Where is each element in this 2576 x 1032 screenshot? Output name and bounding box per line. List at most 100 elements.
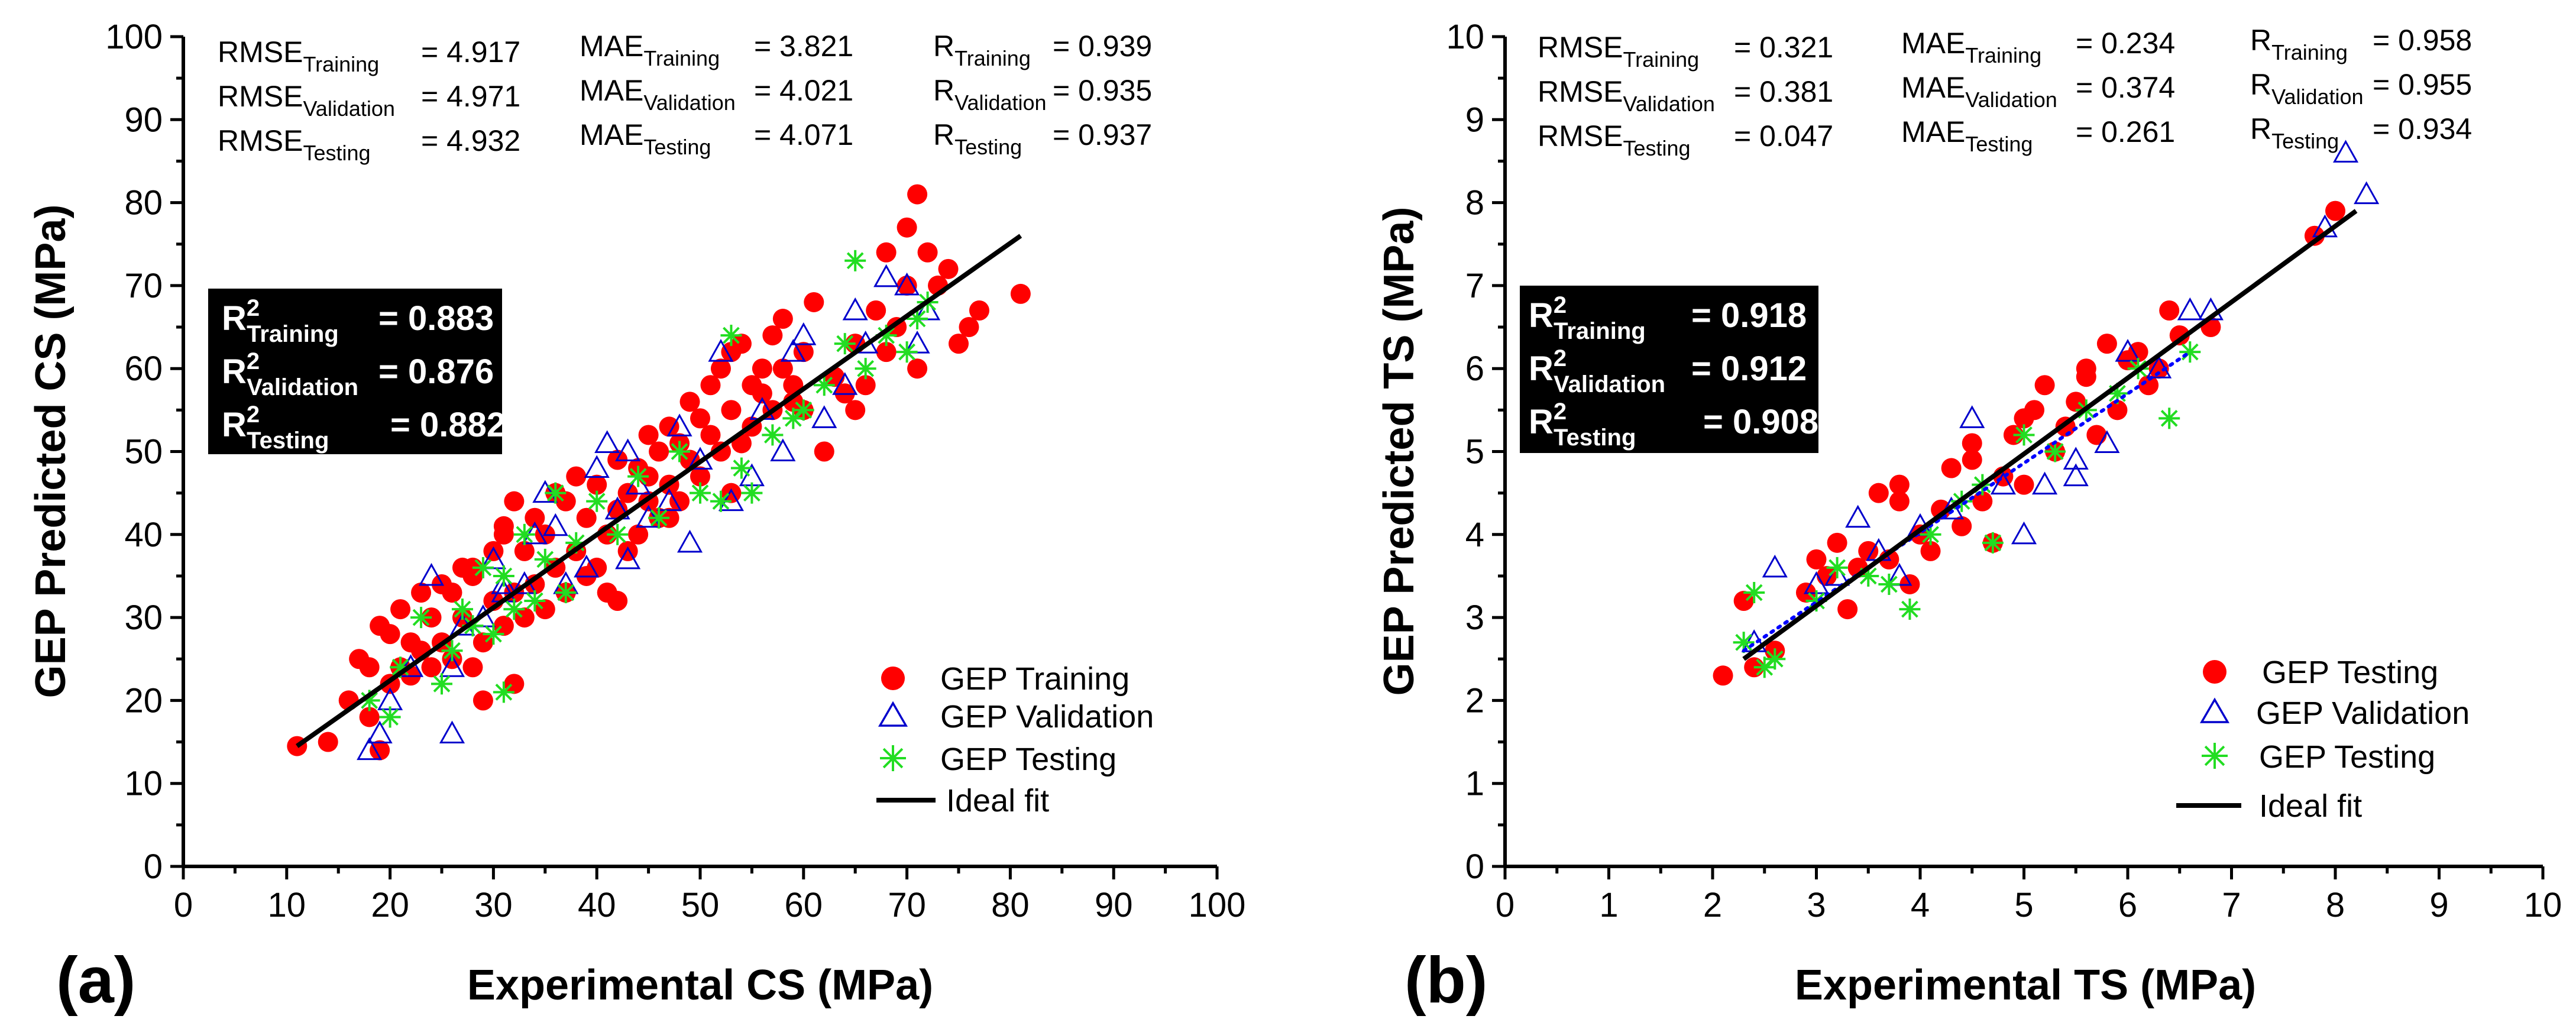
- r2-training: R2 Training = 0.918: [1529, 292, 1807, 344]
- y-tick-label: 80: [124, 184, 163, 222]
- data-point: [2128, 342, 2148, 363]
- data-point: [2011, 521, 2037, 545]
- data-point: [584, 455, 610, 478]
- data-point: [545, 482, 567, 504]
- data-point: [367, 720, 393, 744]
- data-point: [542, 513, 568, 536]
- data-point: [439, 654, 465, 677]
- x-tick-label: 10: [268, 886, 306, 924]
- data-point: [462, 657, 483, 678]
- r-training: RTraining = 0.958: [2250, 24, 2472, 64]
- data-point: [730, 457, 752, 479]
- r2-box: R2 Training = 0.918 R2 Validation = 0.912 R2…: [1520, 286, 1818, 453]
- data-point: [566, 466, 587, 487]
- x-tick-label: 30: [474, 886, 513, 924]
- data-point: [1962, 449, 1982, 470]
- data-point: [627, 465, 649, 487]
- data-point: [1972, 491, 1993, 512]
- data-point: [379, 706, 401, 728]
- legend-marker-testing: [880, 745, 906, 771]
- data-point: [2032, 471, 2058, 495]
- data-point: [873, 264, 899, 287]
- x-tick-label: 60: [785, 886, 823, 924]
- data-point: [534, 548, 556, 570]
- data-point: [1962, 433, 1982, 454]
- data-point: [555, 491, 576, 512]
- r2-validation: R2 Validation = 0.912: [1529, 345, 1807, 397]
- data-point: [793, 342, 814, 363]
- data-point: [390, 599, 411, 620]
- data-point: [720, 325, 742, 347]
- data-point: [1959, 405, 1985, 428]
- data-point: [357, 737, 383, 761]
- data-point: [1743, 582, 1765, 604]
- x-tick-label: 0: [174, 886, 193, 924]
- mae-training: MAETraining = 3.821: [580, 30, 853, 70]
- data-point: [576, 507, 597, 528]
- data-point: [513, 523, 535, 545]
- x-tick-label: 9: [2429, 886, 2448, 924]
- ideal-fit-line: [295, 234, 1022, 748]
- x-tick-label: 10: [2524, 886, 2562, 924]
- y-tick-label: 10: [1446, 18, 1484, 56]
- data-point: [690, 482, 711, 504]
- data-point: [876, 242, 897, 263]
- data-point: [1806, 549, 1827, 570]
- data-point: [483, 623, 504, 645]
- data-point: [708, 339, 734, 362]
- data-point: [656, 488, 682, 512]
- data-point: [666, 413, 692, 436]
- data-point: [1010, 283, 1031, 304]
- legend-label-training: GEP Testing: [2262, 655, 2438, 690]
- data-point: [493, 616, 514, 636]
- data-point: [504, 491, 525, 512]
- y-tick-label: 90: [124, 101, 163, 139]
- data-point: [524, 590, 546, 612]
- data-point: [677, 529, 703, 553]
- data-point: [1941, 458, 1962, 478]
- y-tick-label: 0: [144, 847, 163, 886]
- data-point: [649, 441, 669, 462]
- data-point: [855, 358, 876, 380]
- data-point: [514, 541, 535, 561]
- data-point: [1764, 648, 1786, 670]
- panel-label-b: (b): [1404, 944, 1487, 1017]
- data-point: [938, 258, 959, 279]
- rmse-testing: RMSETesting = 0.047: [1538, 119, 1833, 160]
- y-tick-label: 70: [124, 267, 163, 305]
- data-point: [370, 740, 390, 761]
- data-point: [844, 250, 866, 271]
- data-point: [2332, 140, 2359, 163]
- data-point: [762, 424, 784, 446]
- data-point: [782, 407, 804, 429]
- data-point: [949, 334, 969, 354]
- data-point: [780, 339, 806, 362]
- mae-validation: MAEValidation = 4.021: [580, 74, 853, 115]
- data-point: [1826, 557, 1848, 578]
- data-point: [762, 325, 783, 346]
- data-point: [1733, 591, 1754, 612]
- data-point: [1990, 471, 2016, 495]
- data-point: [586, 490, 608, 512]
- data-point: [866, 300, 886, 321]
- x-tick-label: 40: [578, 886, 616, 924]
- data-point: [504, 674, 525, 694]
- data-point: [731, 334, 752, 354]
- data-point: [690, 408, 710, 429]
- x-tick-label: 70: [888, 886, 926, 924]
- legend-label-testing: GEP Testing: [940, 742, 1117, 777]
- data-point: [669, 441, 691, 462]
- legend-label-validation: GEP Validation: [2256, 695, 2470, 731]
- data-point: [607, 591, 628, 612]
- data-point: [493, 565, 514, 587]
- data-point: [669, 491, 690, 512]
- data-point: [2096, 334, 2117, 354]
- data-point: [587, 474, 607, 495]
- y-tick-label: 0: [1465, 847, 1484, 886]
- data-point: [615, 438, 641, 461]
- data-point: [2014, 474, 2034, 495]
- r2-testing: R2 Testing = 0.908: [1529, 399, 1818, 451]
- r-testing: RTesting = 0.934: [2250, 112, 2472, 153]
- legend-label-ideal: Ideal fit: [2259, 788, 2362, 824]
- data-point: [607, 523, 629, 545]
